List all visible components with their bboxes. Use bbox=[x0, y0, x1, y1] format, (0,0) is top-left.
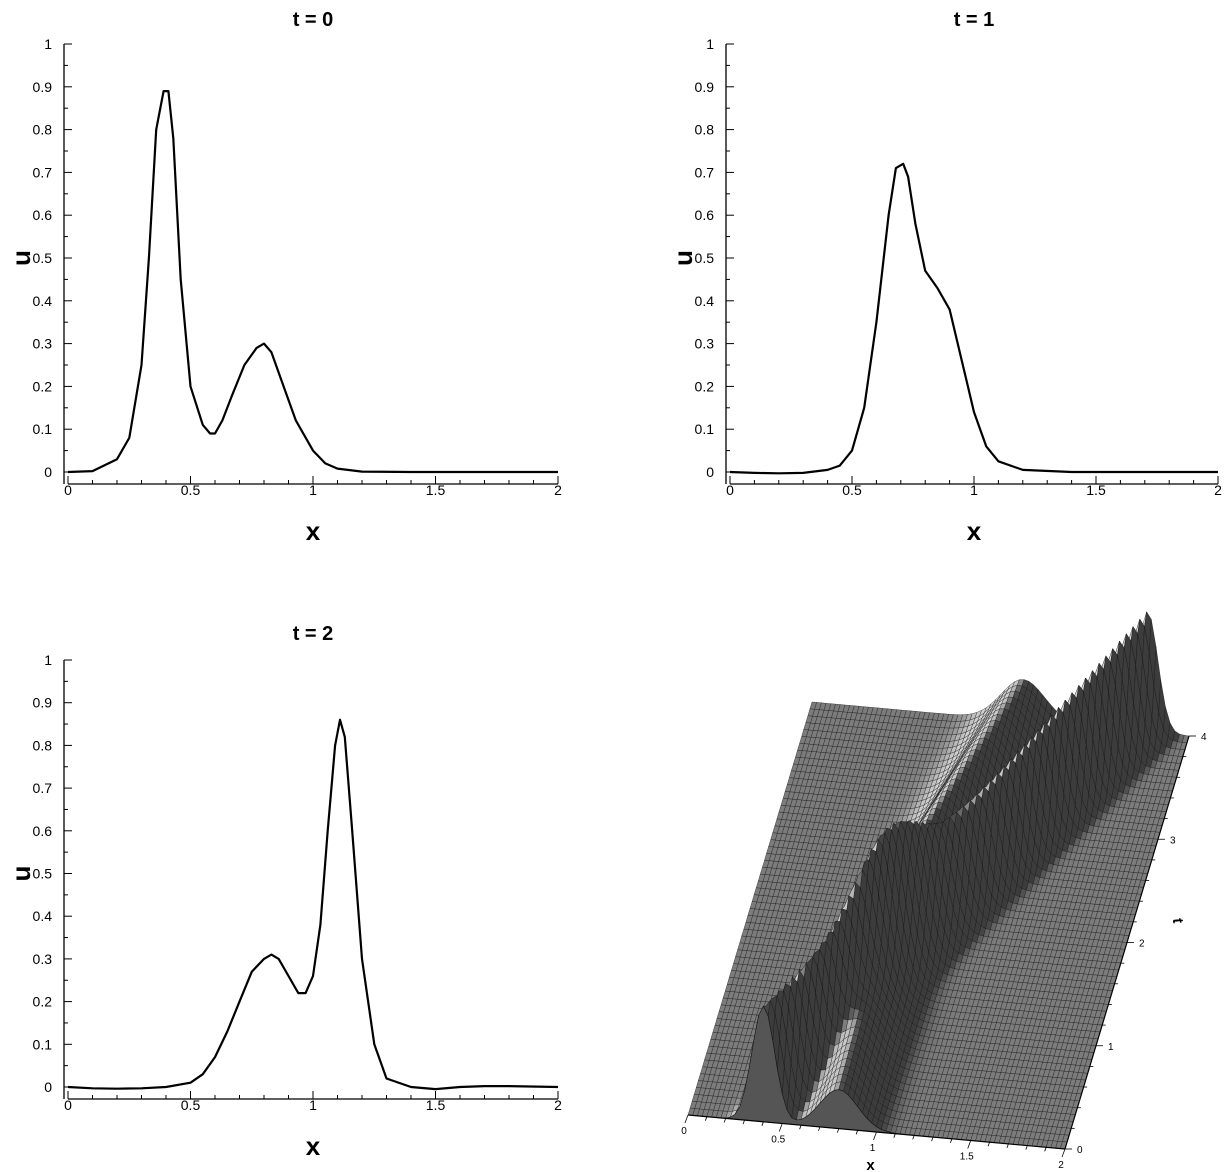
y-tick-label: 0.1 bbox=[695, 421, 715, 437]
x-tick-label: 2 bbox=[1214, 482, 1222, 498]
y-tick-label: 0.5 bbox=[33, 250, 53, 266]
y-axis-title: u bbox=[6, 866, 36, 882]
x-tick-label: 2 bbox=[554, 1097, 562, 1113]
chart-title: t = 2 bbox=[293, 623, 334, 645]
y-tick-label: 0.7 bbox=[33, 164, 53, 180]
x-tick-label: 0 bbox=[64, 482, 72, 498]
x-axis-title: x bbox=[967, 516, 982, 546]
y-tick-label: 0.6 bbox=[33, 207, 53, 223]
y-tick-label: 0 bbox=[706, 464, 714, 480]
x-tick-label: 0.5 bbox=[842, 482, 862, 498]
series-line bbox=[67, 718, 559, 1091]
y-tick-label: 0.4 bbox=[33, 908, 53, 924]
y-tick-label: 0.8 bbox=[33, 737, 53, 753]
y-tick-label: 0.4 bbox=[33, 293, 53, 309]
y-tick-label: 0.6 bbox=[33, 823, 53, 839]
y-tick-label: 0.9 bbox=[33, 79, 53, 95]
x-tick-label: 1.5 bbox=[426, 482, 446, 498]
x-tick-label: 2 bbox=[554, 482, 562, 498]
line-chart-0: 0 0.5 1 1.5 2 0 0.1 0.2 0.3 0.4 0.5 0.6 0.7 0.8 0.9 1 t … bbox=[6, 9, 562, 546]
y-tick-label: 1 bbox=[44, 36, 52, 52]
y-tick-label: 0.1 bbox=[33, 421, 53, 437]
y-tick-label: 0.7 bbox=[33, 780, 53, 796]
x-axis-title: x bbox=[306, 516, 321, 546]
x-tick-label: 0.5 bbox=[181, 1097, 201, 1113]
y-tick-label: 0.3 bbox=[33, 951, 53, 967]
y-tick-label: 1 bbox=[44, 652, 52, 668]
y-tick-label: 1 bbox=[706, 36, 714, 52]
y-tick-label: 0.1 bbox=[33, 1036, 53, 1052]
x-tick-label: 1 bbox=[309, 1097, 317, 1113]
y-tick-label: 0.9 bbox=[695, 79, 715, 95]
line-chart-2: 0 0.5 1 1.5 2 0 0.1 0.2 0.3 0.4 0.5 0.6 0.7 0.8 0.9 1 t … bbox=[6, 623, 562, 1161]
y-tick-label: 0.5 bbox=[33, 866, 53, 882]
x-axis-title: x bbox=[306, 1131, 321, 1161]
x-tick-label: 1 bbox=[309, 482, 317, 498]
x-tick-label: 0.5 bbox=[181, 482, 201, 498]
chart-title: t = 1 bbox=[954, 9, 995, 31]
y-tick-label: 0.7 bbox=[695, 164, 715, 180]
x-tick-label: 1.5 bbox=[1086, 482, 1106, 498]
surface-mesh bbox=[687, 611, 1190, 1150]
y-tick-label: 0.2 bbox=[33, 378, 53, 394]
y-tick-label: 0.6 bbox=[695, 207, 715, 223]
x-tick-label: 0 bbox=[726, 482, 734, 498]
y-tick-label: 0.2 bbox=[695, 378, 715, 394]
y-tick-label: 0.4 bbox=[695, 293, 715, 309]
y-tick-label: 0 bbox=[44, 1079, 52, 1095]
x-tick-label: 0 bbox=[64, 1097, 72, 1113]
y-tick-label: 0 bbox=[44, 464, 52, 480]
y-axis-title: u bbox=[668, 250, 698, 266]
x-tick-label: 1.5 bbox=[426, 1097, 446, 1113]
chart-title: t = 0 bbox=[293, 9, 334, 31]
y-tick-label: 0.9 bbox=[33, 695, 53, 711]
series-line bbox=[729, 162, 1218, 475]
line-chart-1: 0 0.5 1 1.5 2 0 0.1 0.2 0.3 0.4 0.5 0.6 0.7 0.8 0.9 1 t … bbox=[668, 9, 1222, 546]
y-tick-label: 0.5 bbox=[695, 250, 715, 266]
y-tick-label: 0.2 bbox=[33, 994, 53, 1010]
y-tick-label: 0.3 bbox=[695, 336, 715, 352]
y-tick-label: 0.8 bbox=[695, 122, 715, 138]
x-tick-label: 1 bbox=[970, 482, 978, 498]
y-axis-title: u bbox=[6, 250, 36, 266]
y-tick-label: 0.8 bbox=[33, 122, 53, 138]
series-line bbox=[67, 89, 558, 474]
y-tick-label: 0.3 bbox=[33, 336, 53, 352]
